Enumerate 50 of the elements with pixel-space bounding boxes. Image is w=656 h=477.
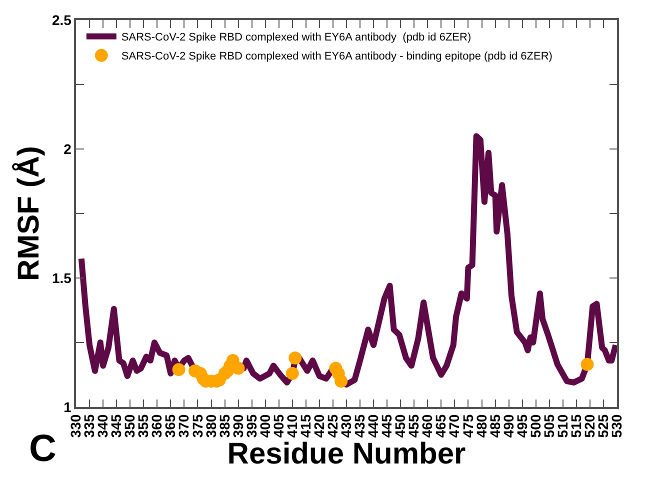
x-tick-label: 455 bbox=[406, 414, 422, 438]
x-tick-label: 520 bbox=[582, 414, 598, 438]
x-tick-label: 415 bbox=[297, 414, 314, 438]
x-tick-label: 475 bbox=[460, 414, 476, 438]
x-tick-label: 530 bbox=[608, 414, 625, 438]
x-tick-label: 350 bbox=[122, 414, 138, 438]
x-tick-label: 355 bbox=[135, 414, 152, 438]
x-tick-label: 445 bbox=[378, 414, 395, 438]
x-tick-label: 440 bbox=[365, 414, 382, 438]
x-tick-label: 470 bbox=[446, 414, 462, 438]
x-axis-title: Residue Number bbox=[227, 438, 466, 471]
x-tick-label: 370 bbox=[176, 414, 192, 438]
y-tick-label: 1 bbox=[64, 398, 72, 415]
x-tick-label: 485 bbox=[486, 414, 503, 438]
y-axis-title: RMSF (Å) bbox=[11, 146, 46, 281]
x-tick-label: 375 bbox=[189, 414, 206, 438]
x-tick-label: 465 bbox=[432, 414, 449, 438]
x-tick-label: 380 bbox=[202, 414, 219, 438]
x-tick-label: 480 bbox=[473, 414, 490, 438]
x-tick-label: 505 bbox=[540, 414, 557, 438]
x-tick-label: 435 bbox=[352, 414, 368, 438]
x-tick-label: 390 bbox=[230, 414, 246, 438]
x-tick-label: 400 bbox=[256, 414, 273, 438]
y-tick-label: 2 bbox=[64, 140, 72, 157]
y-tick-label: 2.5 bbox=[52, 12, 72, 28]
y-tick-label: 1.5 bbox=[52, 270, 72, 286]
x-tick-label: 515 bbox=[568, 414, 584, 438]
x-tick-label: 450 bbox=[392, 414, 408, 438]
x-tick-label: 410 bbox=[284, 414, 300, 438]
x-tick-label: 340 bbox=[94, 414, 111, 438]
legend-label: SARS-CoV-2 Spike RBD complexed with EY6A antibody - binding epitope (pdb id 6ZER) bbox=[121, 50, 552, 63]
x-tick-label: 330 bbox=[68, 414, 84, 438]
x-tick-label: 495 bbox=[514, 414, 530, 438]
x-tick-label: 500 bbox=[527, 414, 544, 438]
x-tick-label: 360 bbox=[148, 414, 165, 438]
x-tick-label: 490 bbox=[500, 414, 516, 438]
x-tick-label: 525 bbox=[595, 414, 612, 438]
x-tick-label: 420 bbox=[311, 414, 327, 438]
x-tick-label: 365 bbox=[162, 414, 178, 438]
x-tick-label: 395 bbox=[243, 414, 260, 438]
legend-label: SARS-CoV-2 Spike RBD complexed with EY6A antibody (pdb id 6ZER) bbox=[121, 32, 472, 44]
x-tick-label: 425 bbox=[324, 414, 341, 438]
x-tick-label: 430 bbox=[338, 414, 354, 438]
x-tick-label: 385 bbox=[216, 414, 232, 438]
x-tick-label: 460 bbox=[419, 414, 436, 438]
x-tick-label: 510 bbox=[554, 414, 570, 438]
x-tick-label: 405 bbox=[270, 414, 286, 438]
x-tick-label: 335 bbox=[81, 414, 98, 438]
x-tick-label: 345 bbox=[108, 414, 124, 438]
text: C bbox=[29, 428, 56, 470]
